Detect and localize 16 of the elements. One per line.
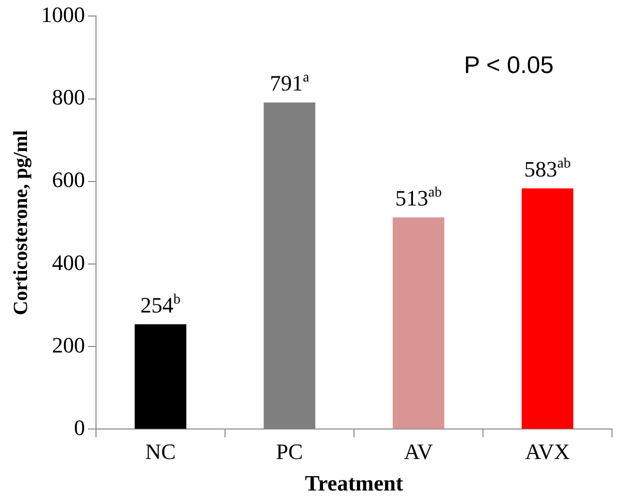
annotation: P < 0.05: [464, 52, 554, 79]
x-axis-title: Treatment: [304, 470, 404, 496]
bar: [522, 188, 574, 429]
x-tick-label: AV: [404, 439, 434, 464]
y-tick-label: 200: [52, 332, 85, 358]
y-tick-label: 800: [52, 84, 85, 110]
bar: [134, 324, 186, 429]
y-tick-label: 0: [74, 414, 85, 440]
y-tick-label: 1000: [41, 2, 85, 27]
y-tick-label: 400: [52, 250, 85, 275]
x-tick-label: PC: [276, 439, 303, 464]
y-axis-title: Corticosterone, pg/ml: [10, 130, 32, 316]
y-tick-label: 600: [52, 167, 85, 192]
x-tick-label: NC: [145, 439, 176, 464]
x-tick-label: AVX: [525, 439, 570, 464]
bar: [392, 217, 444, 429]
